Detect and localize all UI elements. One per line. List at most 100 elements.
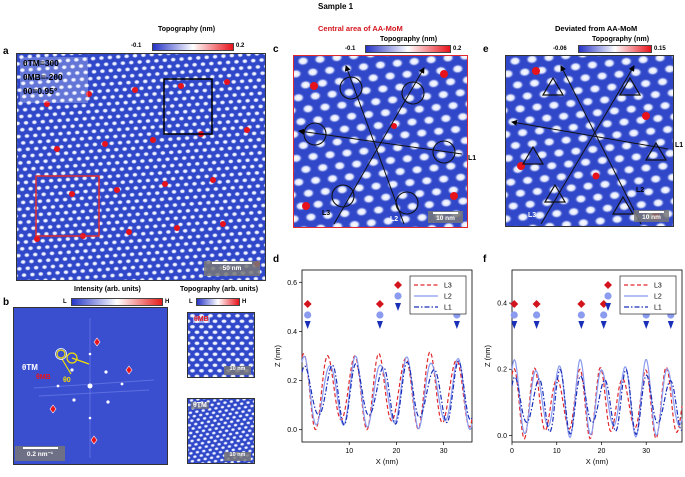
sample-title: Sample 1 (318, 2, 354, 11)
panel-e-triangles (521, 76, 668, 215)
panel-b-side-label-tm: θTM (191, 402, 209, 409)
y-tick-label: 0.4 (287, 329, 297, 336)
legend-diamond (394, 281, 402, 289)
panel-e-line-l1: L1 (675, 142, 684, 149)
series-line-l1 (511, 368, 683, 436)
diamond-marker (532, 300, 541, 308)
legend-circle (394, 292, 402, 300)
panel-b-theta-mb: θMB (36, 374, 51, 381)
panel-d-chart: 10 20 30 0.0 0.2 0.4 0.6 X (nm) Z (nm) L3 L2 L1 (273, 269, 473, 466)
panel-c-heading: Central area of AA-MoM (318, 24, 403, 33)
circle-marker (510, 311, 518, 319)
x-axis-label: X (nm) (376, 457, 399, 466)
legend-circle (604, 292, 612, 300)
panel-a-cbar-min: -0.1 (131, 43, 142, 49)
panel-f-plot-group: 0 10 20 30 0.0 0.2 0.4 X (nm) Z (nm) L3 L2 L1 (483, 269, 683, 466)
panel-a-cbar-title: Topography (nm) (158, 26, 216, 33)
diamond-marker (510, 300, 519, 308)
panel-a-theta-0: θ0=0.95° (23, 86, 58, 96)
panel-b-colorbar (71, 298, 163, 306)
circle-marker (376, 311, 384, 319)
triangle-marker (533, 321, 540, 329)
triangle-marker (643, 321, 650, 329)
panel-b-fft-image (13, 307, 168, 465)
y-tick-label: 0.0 (497, 433, 507, 440)
x-tick-label: 20 (393, 448, 401, 455)
panel-e-cbar-max: 0.15 (654, 46, 666, 52)
panel-c-colorbar (365, 45, 451, 53)
series-line-l1 (301, 360, 473, 426)
panel-b-side-cbar-low: L (189, 299, 193, 305)
panel-c-line-l2: L2 (390, 216, 399, 223)
panel-c-scalebar: 10 nm (428, 211, 463, 223)
diamond-marker (599, 300, 608, 308)
panel-c-line-l3: L3 (322, 210, 331, 217)
panel-e-colorbar (578, 45, 652, 53)
triangle-marker (511, 321, 518, 329)
panel-c-lines (298, 65, 463, 225)
panel-a-scalebar: 50 nm (204, 261, 260, 276)
x-tick-label: 20 (598, 448, 606, 455)
panel-a-cbar-max: 0.2 (236, 43, 245, 49)
series-line-l3 (301, 351, 473, 431)
panel-a-label-backdrop (20, 57, 88, 103)
panel-b-cbar-high: H (165, 299, 170, 305)
panel-e-cbar-min: -0.06 (553, 46, 567, 52)
series-line-l3 (511, 366, 683, 440)
panel-c-line-l1: L1 (468, 155, 477, 162)
diamond-marker (303, 300, 312, 308)
panel-b-theta-tm: θTM (22, 363, 38, 372)
x-axis-label: X (nm) (586, 457, 609, 466)
panel-d-plot-group: 10 20 30 0.0 0.2 0.4 0.6 X (nm) Z (nm) L3 L2 L1 (273, 269, 473, 466)
panel-a-colorbar (152, 43, 234, 51)
panel-e-image (505, 55, 674, 227)
y-tick-label: 0.0 (287, 427, 297, 434)
legend-triangle (605, 303, 611, 311)
panel-b-side-title: Topography (arb. units) (180, 286, 259, 293)
y-tick-label: 0.6 (287, 280, 297, 287)
panel-b-side-cbar-high: H (242, 299, 247, 305)
legend-box (409, 275, 467, 315)
panel-b-svg (14, 308, 167, 464)
panel-b-side-label-mb: θMB (193, 316, 210, 323)
x-tick-label: 10 (553, 448, 561, 455)
legend-diamond (604, 281, 612, 289)
y-axis-label: Z (nm) (273, 344, 282, 367)
panel-a-red-box (35, 175, 100, 237)
panel-e-svg (506, 56, 673, 226)
diamond-marker (577, 300, 586, 308)
triangle-marker (304, 321, 311, 329)
panel-b-cbar-title: Intensity (arb. units) (74, 286, 141, 293)
x-tick-label: 30 (440, 448, 448, 455)
panel-a-theta-mb: θMB=-2θ0 (23, 72, 63, 82)
panel-label-c: c (273, 44, 279, 55)
panel-e-line-l2: L2 (636, 187, 645, 194)
panel-a-topography-image (16, 53, 266, 281)
panel-f-chart: 0 10 20 30 0.0 0.2 0.4 X (nm) Z (nm) L3 L2 L1 (483, 269, 683, 466)
panel-c-cbar-min: -0.1 (345, 46, 356, 52)
panel-c-cbar-title: Topography (nm) (380, 36, 438, 43)
x-tick-label: 30 (642, 448, 650, 455)
panel-b-theta-0: θ0 (63, 377, 71, 384)
panel-e-scalebar: 10 nm (634, 210, 669, 222)
panel-a-scale-text: 50 nm (222, 264, 242, 272)
panel-e-line-l3: L3 (528, 212, 537, 219)
circle-marker (577, 311, 585, 319)
legend-triangle (395, 303, 401, 311)
panel-a-svg (17, 54, 265, 280)
legend-label: L3 (444, 283, 452, 290)
panel-b-bright-spots (56, 352, 124, 420)
panel-label-e: e (483, 44, 489, 55)
legend-label: L1 (654, 305, 662, 312)
series-line-l2 (301, 355, 473, 431)
x-tick-label: 0 (510, 448, 514, 455)
legend-label: L2 (654, 294, 662, 301)
legend-box (619, 275, 677, 315)
y-tick-label: 0.2 (497, 367, 507, 374)
circle-marker (533, 311, 541, 319)
panel-label-a: a (3, 46, 9, 57)
circle-marker (600, 311, 608, 319)
legend-label: L3 (654, 283, 662, 290)
triangle-marker (600, 321, 607, 329)
panel-b-side-scalebar-top: 10 nm (224, 366, 251, 375)
